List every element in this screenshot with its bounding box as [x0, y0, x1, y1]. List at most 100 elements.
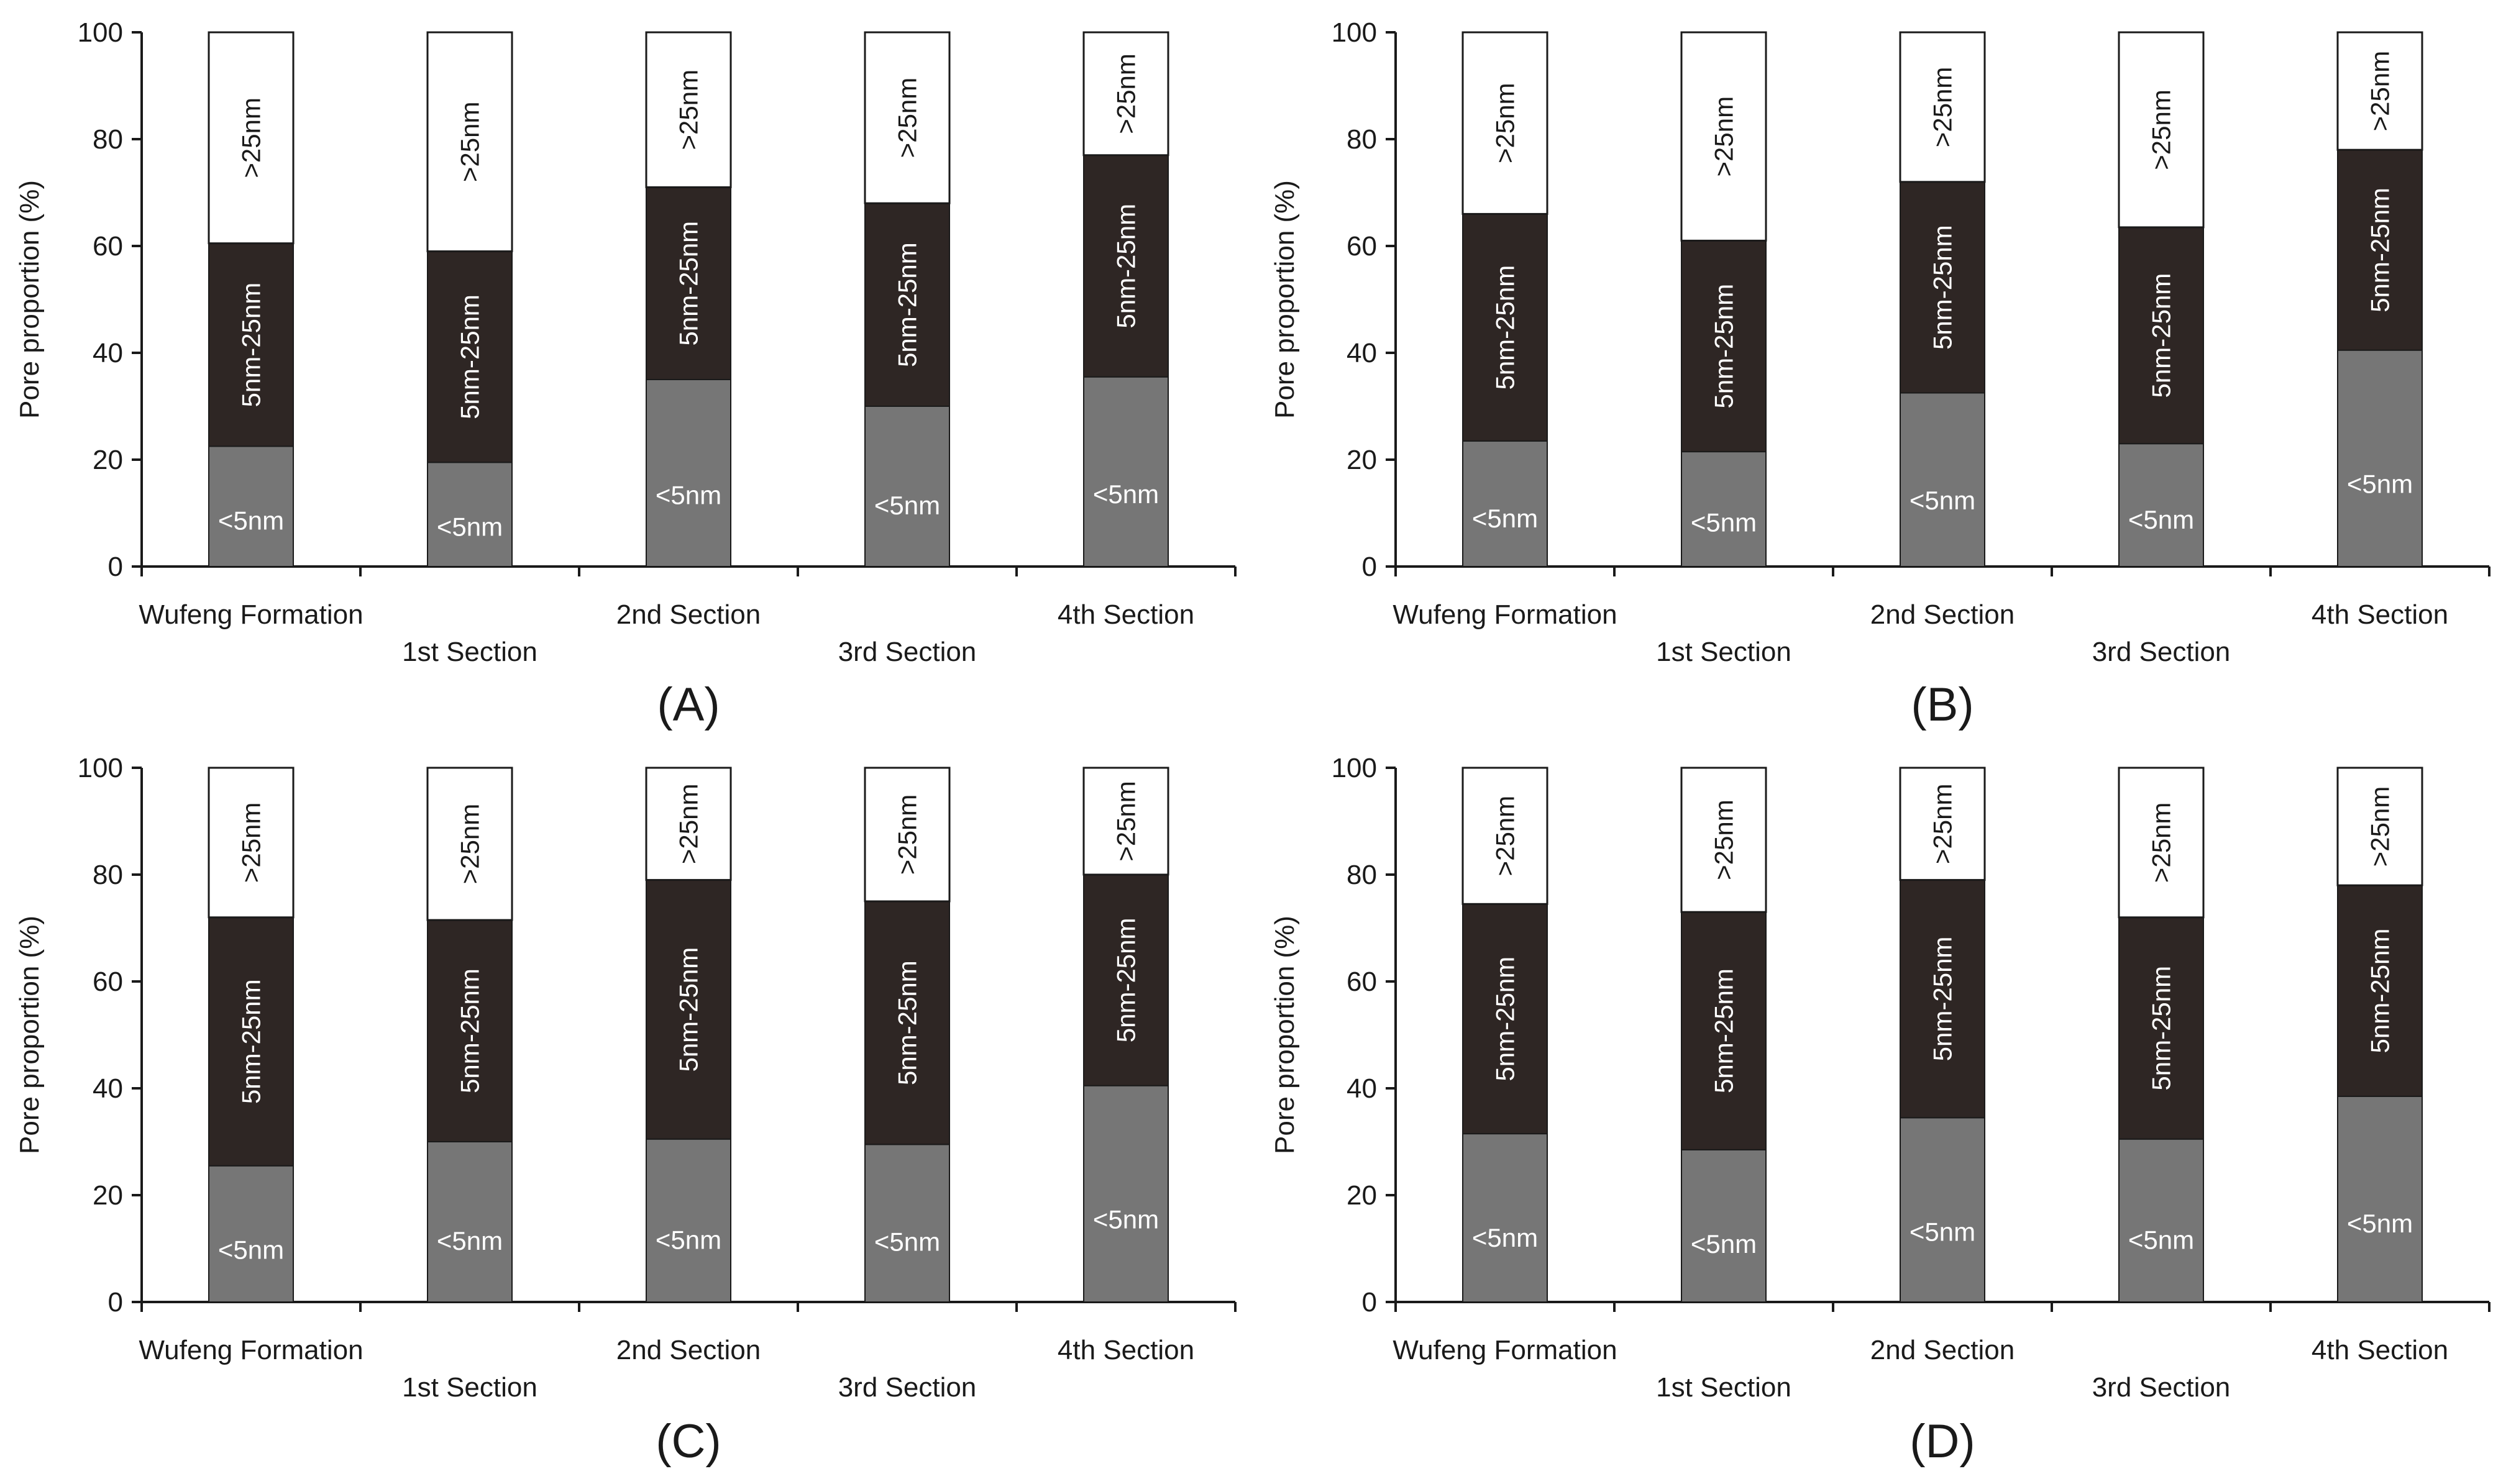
bar-label-medium: 5nm-25nm [1709, 968, 1739, 1093]
x-category-label: 2nd Section [1870, 599, 2015, 630]
bar-label-medium: 5nm-25nm [1928, 225, 1957, 350]
bar-label-medium: 5nm-25nm [674, 947, 703, 1072]
bar-label-large: >25nm [1491, 83, 1520, 163]
bar-label-medium: 5nm-25nm [1928, 937, 1957, 1062]
bar-segment-medium [427, 919, 513, 1142]
bar-label-large: >25nm [1112, 53, 1141, 134]
bar-label-medium: 5nm-25nm [2366, 188, 2395, 312]
bar-label-medium: 5nm-25nm [1709, 284, 1739, 409]
y-tick-label: 80 [93, 860, 123, 890]
x-category-label: 4th Section [2312, 599, 2448, 630]
x-category-label: 3rd Section [2092, 1372, 2231, 1403]
y-tick-label: 60 [1347, 231, 1377, 262]
bar-label-large: >25nm [893, 794, 922, 875]
y-tick-label: 20 [1347, 445, 1377, 475]
bar-segment-large [1680, 31, 1767, 242]
bar-label-medium: 5nm-25nm [674, 221, 703, 346]
bar-label-medium: 5nm-25nm [893, 242, 922, 367]
y-tick-label: 20 [93, 445, 123, 475]
y-tick-label: 80 [1347, 124, 1377, 155]
x-category-label: 3rd Section [838, 637, 977, 667]
bar-segment-large [1899, 767, 1986, 881]
bar-label-medium: 5nm-25nm [455, 294, 485, 419]
bar-label-small: <5nm [218, 1236, 284, 1265]
bar-segment-medium [646, 186, 731, 380]
bar-label-medium: 5nm-25nm [2366, 929, 2395, 1054]
bar-segment-large [1461, 31, 1548, 215]
y-tick-label: 0 [108, 552, 123, 582]
bar-segment-medium [2118, 226, 2204, 445]
bar-segment-small [1083, 376, 1169, 567]
y-tick-label: 100 [78, 753, 123, 783]
y-axis-title: Pore proportion (%) [14, 916, 45, 1154]
bar-segment-small [1462, 440, 1548, 568]
y-tick-label: 80 [1347, 860, 1377, 890]
bar-label-large: >25nm [2366, 51, 2395, 132]
bar-segment-medium [1900, 181, 1985, 394]
bar-label-large: >25nm [455, 804, 485, 885]
bar-segment-large [864, 767, 951, 903]
bar-label-medium: 5nm-25nm [1491, 265, 1520, 390]
chart-panel-d: 0 20 40 60 80 100 Pore proportion (%) <5nm 5nm-2… [1269, 753, 2490, 1468]
bar-segment-small [2337, 349, 2423, 567]
bar-label-large: >25nm [237, 98, 266, 178]
bar-label-large: >25nm [455, 102, 485, 183]
bar-segment-large [426, 767, 513, 921]
panel-label: (C) [656, 1415, 721, 1468]
bar-label-small: <5nm [2128, 1225, 2194, 1254]
bar-label-small: <5nm [1093, 480, 1159, 509]
bar-label-small: <5nm [2128, 505, 2194, 534]
bar-segment-medium [1681, 240, 1767, 453]
bar-segment-medium [2118, 916, 2204, 1140]
bar-segment-large [208, 31, 295, 245]
x-category-label: Wufeng Formation [139, 599, 363, 630]
bar-segment-small [427, 1141, 513, 1303]
bar-segment-large [1680, 767, 1767, 913]
chart-panel-a: 0 20 40 60 80 100 Pore proportion (%) <5nm 5nm-2… [14, 17, 1237, 731]
y-tick-label: 100 [78, 17, 123, 48]
bar-segment-large [1082, 31, 1169, 157]
y-tick-label: 0 [108, 1287, 123, 1318]
bar-label-large: >25nm [237, 803, 266, 883]
x-category-label: 2nd Section [616, 1335, 761, 1365]
bar-segment-large [864, 31, 951, 204]
bar-label-large: >25nm [674, 70, 703, 150]
bar-label-small: <5nm [218, 506, 284, 535]
x-category-label: 2nd Section [1870, 1335, 2015, 1365]
bar-segment-medium [864, 203, 950, 407]
bar-segment-large [1461, 767, 1548, 905]
bar-segment-medium [1083, 874, 1169, 1086]
bar-segment-medium [1083, 154, 1169, 378]
panel-label: (A) [657, 678, 720, 731]
bar-segment-medium [864, 901, 950, 1145]
bar-label-small: <5nm [1910, 1217, 1975, 1246]
bar-segment-medium [208, 242, 294, 447]
bar-label-small: <5nm [2347, 1209, 2413, 1238]
bar-segment-small [1681, 1149, 1767, 1303]
bar-segment-medium [208, 916, 294, 1167]
bar-segment-small [208, 1165, 294, 1303]
bar-segment-medium [427, 250, 513, 463]
bar-label-small: <5nm [1093, 1205, 1159, 1234]
bar-label-small: <5nm [437, 512, 503, 541]
bar-label-small: <5nm [1472, 504, 1538, 533]
bar-label-small: <5nm [1691, 1229, 1757, 1259]
bar-segment-medium [1900, 879, 1985, 1119]
bar-segment-small [864, 1144, 950, 1303]
bar-segment-small [1083, 1085, 1169, 1303]
bar-label-medium: 5nm-25nm [455, 968, 485, 1093]
x-category-label: 4th Section [1058, 599, 1194, 630]
bar-segment-small [646, 379, 731, 567]
bar-label-small: <5nm [874, 1227, 940, 1257]
y-tick-label: 20 [1347, 1180, 1377, 1211]
bar-label-medium: 5nm-25nm [2147, 966, 2176, 1091]
y-tick-label: 0 [1362, 552, 1377, 582]
chart-panel-c: 0 20 40 60 80 100 Pore proportion (%) <5nm 5nm-2… [14, 753, 1237, 1468]
bar-label-small: <5nm [437, 1226, 503, 1255]
y-tick-label: 100 [1332, 17, 1377, 48]
y-tick-label: 60 [93, 967, 123, 997]
x-category-label: Wufeng Formation [1393, 1335, 1617, 1365]
bar-segment-medium [2337, 885, 2423, 1097]
bar-label-large: >25nm [674, 784, 703, 865]
